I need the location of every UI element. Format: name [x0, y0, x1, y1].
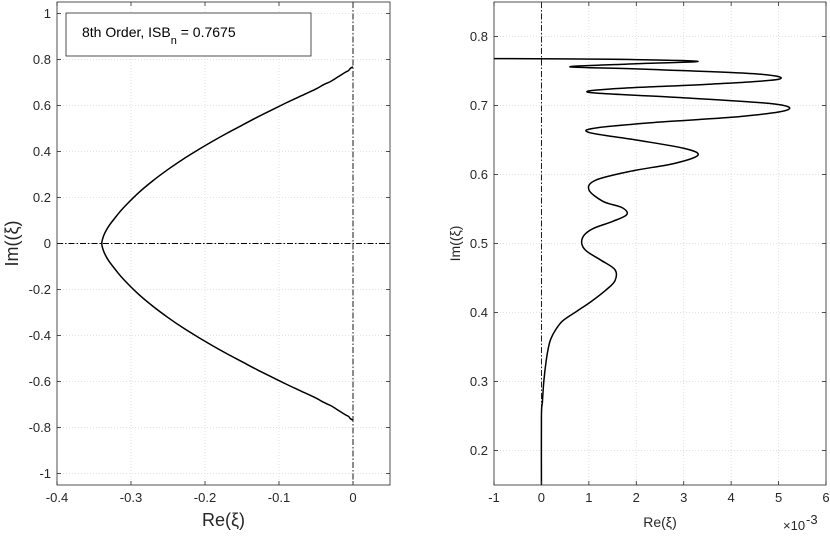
x-tick-label: 1 — [585, 490, 592, 505]
x-tick-label: 3 — [680, 490, 687, 505]
y-tick-label: 0.6 — [33, 98, 51, 113]
x-tick-label: 5 — [775, 490, 782, 505]
series-line — [493, 57, 791, 486]
y-tick-label: 0 — [44, 236, 51, 251]
y-tick-label: 0.4 — [470, 305, 488, 320]
x-tick-label: -0.2 — [194, 490, 216, 505]
y-axis-label: Im((ξ) — [447, 226, 463, 262]
y-tick-label: 0.8 — [470, 29, 488, 44]
legend-text: 8th Order, ISBn = 0.7675 — [82, 24, 236, 47]
y-tick-label: 0.8 — [33, 52, 51, 67]
y-tick-label: -0.4 — [29, 328, 51, 343]
y-tick-label: 0.2 — [33, 190, 51, 205]
y-tick-label: 0.2 — [470, 443, 488, 458]
y-tick-label: -1 — [39, 466, 51, 481]
y-tick-label: 0.5 — [470, 236, 488, 251]
x-tick-label: -0.3 — [120, 490, 142, 505]
x-tick-label: -0.4 — [46, 490, 68, 505]
x-exponent-base: ×10 — [783, 518, 805, 533]
y-tick-label: -0.2 — [29, 282, 51, 297]
right-plot: -1 0 1 2 3 4 5 6 0.2 0.3 0.4 0.5 0.6 0.7 0.8 Re(ξ) Im((ξ… — [447, 1, 830, 533]
x-tick-label: 0 — [538, 490, 545, 505]
left-plot: -0.4 -0.3 -0.2 -0.1 0 -1 -0.8 -0.6 -0.4 -0.2 0 0.2 0… — [2, 1, 391, 530]
y-tick-label: 0.4 — [33, 144, 51, 159]
x-tick-label: 6 — [822, 490, 829, 505]
y-tick-label: 1 — [44, 6, 51, 21]
legend-prefix: 8th Order, ISB — [82, 24, 171, 40]
y-tick-label: 0.7 — [470, 98, 488, 113]
x-tick-label: -0.1 — [268, 490, 290, 505]
x-axis-label: Re(ξ) — [643, 514, 677, 530]
legend-subscript: n — [171, 35, 177, 47]
x-tick-label: -1 — [488, 490, 500, 505]
y-axis-label: Im((ξ) — [2, 220, 22, 266]
y-tick-label: -0.6 — [29, 374, 51, 389]
y-tick-label: 0.3 — [470, 374, 488, 389]
legend-box — [65, 12, 312, 57]
y-tick-label: -0.8 — [29, 420, 51, 435]
series-line — [101, 66, 354, 421]
x-tick-label: 2 — [633, 490, 640, 505]
x-exponent-power: -3 — [806, 512, 818, 527]
x-tick-label: 0 — [349, 490, 356, 505]
x-tick-label: 4 — [728, 490, 735, 505]
y-tick-label: 0.6 — [470, 167, 488, 182]
legend-suffix: = 0.7675 — [177, 24, 236, 40]
x-axis-label: Re(ξ) — [202, 510, 245, 530]
